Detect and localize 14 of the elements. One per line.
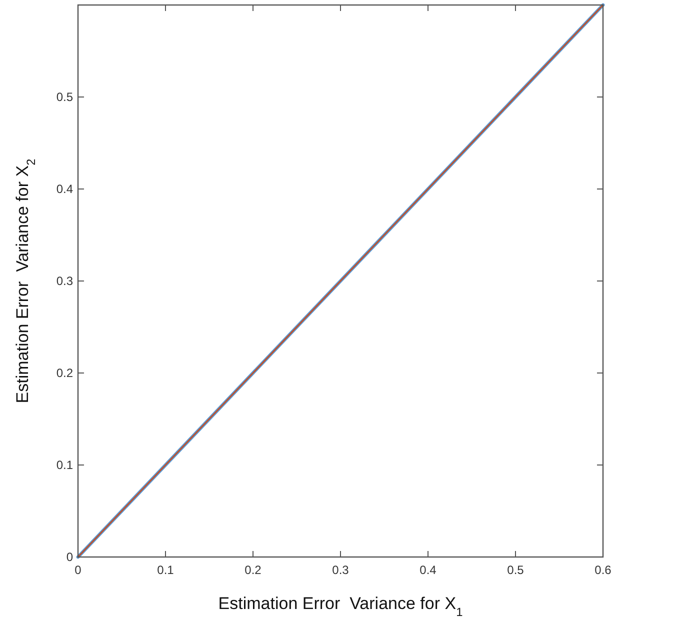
x-axis-title: Estimation Error Variance for X$_{1}$ — [218, 594, 464, 618]
y-tick-label: 0.1 — [56, 458, 74, 472]
y-tick-label: 0.5 — [56, 90, 74, 104]
x-tick-label: 0 — [74, 563, 82, 577]
y-tick-label: 0.2 — [56, 366, 74, 380]
x-tick-label: 0.1 — [157, 563, 174, 577]
x-tick-label: 0.2 — [244, 563, 262, 577]
y-tick-label: 0.4 — [56, 182, 74, 196]
y-tick-label: 0.3 — [56, 274, 74, 288]
x-tick-label: 0.3 — [332, 563, 350, 577]
y-tick-label: 0 — [66, 550, 74, 564]
x-tick-label: 0.5 — [507, 563, 524, 577]
x-tick-label: 0.6 — [594, 563, 612, 577]
x-tick-label: 0.4 — [420, 563, 437, 577]
